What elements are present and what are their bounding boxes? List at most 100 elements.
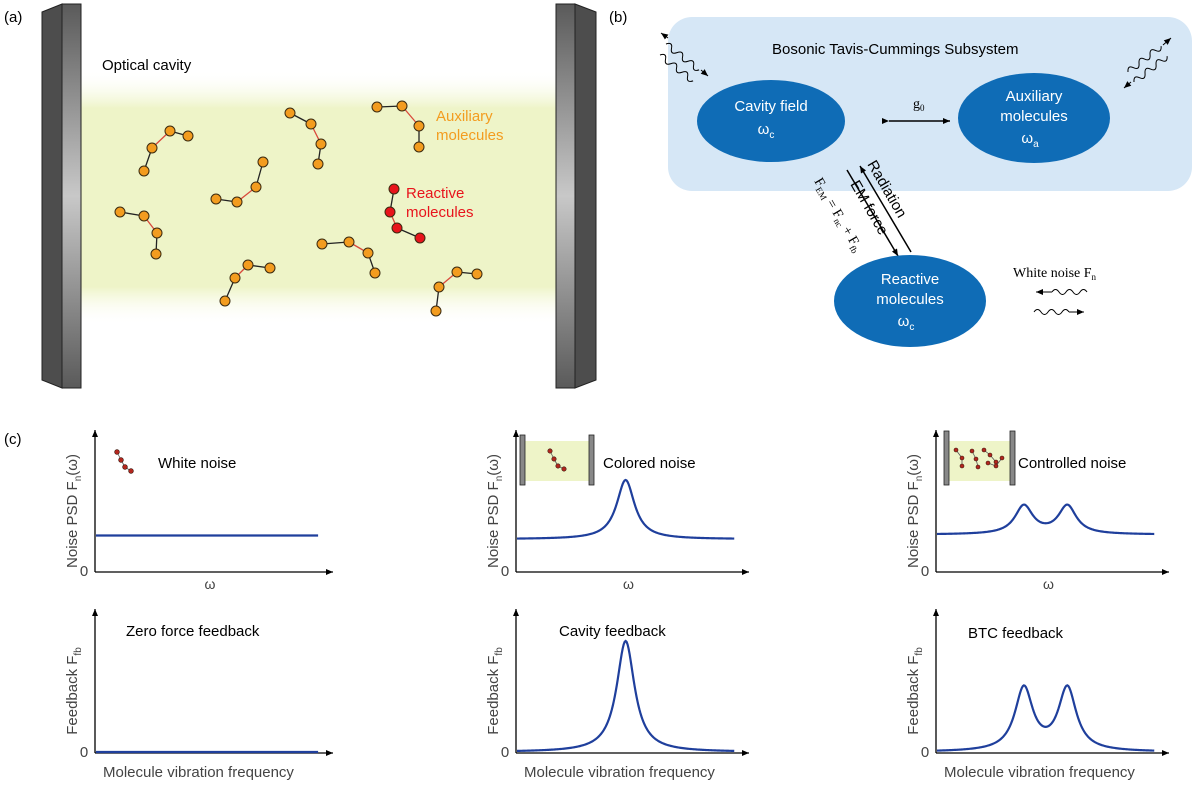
em-force-arrow bbox=[846, 169, 899, 257]
atom bbox=[414, 232, 426, 244]
atom bbox=[138, 165, 150, 177]
atom bbox=[146, 142, 158, 154]
auxiliary-molecule bbox=[371, 100, 425, 153]
reactive-molecule bbox=[384, 183, 426, 244]
auxiliary-molecule bbox=[219, 259, 276, 307]
chart-title: Colored noise bbox=[603, 455, 696, 472]
reactive-label-1: Reactive bbox=[406, 185, 464, 202]
auxiliary-node-freq: ωa bbox=[1021, 130, 1039, 150]
atom bbox=[343, 236, 355, 248]
atom bbox=[305, 118, 317, 130]
left-mirror bbox=[41, 3, 82, 389]
cavity-loss-wave-icon bbox=[659, 32, 709, 82]
y-axis-label: Feedback Ffb bbox=[905, 647, 925, 735]
cavity-field-freq: ωc bbox=[758, 121, 775, 141]
cavity-inset-icon bbox=[519, 434, 595, 486]
coupling-label: g0 bbox=[913, 97, 925, 113]
origin-label: 0 bbox=[80, 563, 88, 580]
y-axis-label: Feedback Ffb bbox=[64, 647, 84, 735]
chart-title: Zero force feedback bbox=[126, 623, 260, 640]
chart-3: 0 Feedback Ffb Molecule vibration frequenc… bbox=[64, 609, 333, 781]
cavity-field-label: Cavity field bbox=[734, 98, 807, 115]
x-axis-label: ω bbox=[205, 576, 216, 592]
atom bbox=[164, 125, 176, 137]
reactive-node-freq: ωc bbox=[898, 313, 915, 333]
auxiliary-molecules-node bbox=[958, 73, 1110, 163]
atom bbox=[229, 272, 241, 284]
panel-a-label: (a) bbox=[4, 9, 22, 26]
atom bbox=[396, 100, 408, 112]
origin-label: 0 bbox=[501, 563, 509, 580]
auxiliary-molecule bbox=[284, 107, 327, 170]
x-axis-label: ω bbox=[1043, 576, 1054, 592]
aux-loss-wave-icon bbox=[1123, 37, 1172, 89]
auxiliary-molecule bbox=[138, 125, 194, 177]
auxiliary-label-2: molecules bbox=[436, 127, 504, 144]
origin-label: 0 bbox=[501, 744, 509, 761]
atom bbox=[315, 138, 327, 150]
molecule-inset-icon bbox=[114, 449, 134, 474]
origin-label: 0 bbox=[921, 744, 929, 761]
molecules-group bbox=[114, 100, 483, 317]
white-noise-wave-icon bbox=[1033, 289, 1088, 315]
atom bbox=[242, 259, 254, 271]
atom bbox=[114, 206, 126, 218]
cavity-glow bbox=[80, 70, 558, 325]
optical-cavity-label: Optical cavity bbox=[102, 57, 192, 74]
atom bbox=[451, 266, 463, 278]
radiation-arrow bbox=[859, 165, 912, 253]
x-axis-label: Molecule vibration frequency bbox=[524, 764, 715, 781]
atom bbox=[151, 227, 163, 239]
chart-4: 0 Feedback Ffb Molecule vibration frequenc… bbox=[485, 609, 749, 781]
right-mirror bbox=[555, 3, 597, 389]
atom bbox=[316, 238, 328, 250]
y-axis-label: Noise PSD Fn(ω) bbox=[905, 454, 925, 568]
atom bbox=[312, 158, 324, 170]
auxiliary-node-label-2: molecules bbox=[1000, 108, 1068, 125]
atom bbox=[219, 295, 231, 307]
atom bbox=[138, 210, 150, 222]
auxiliary-label-1: Auxiliary bbox=[436, 108, 493, 125]
origin-label: 0 bbox=[921, 563, 929, 580]
panel-c-label: (c) bbox=[4, 431, 22, 448]
reactive-node-label-1: Reactive bbox=[881, 271, 939, 288]
chart-title: White noise bbox=[158, 455, 236, 472]
y-axis-label: Noise PSD Fn(ω) bbox=[64, 454, 84, 568]
white-noise-label: White noise Fn bbox=[1013, 266, 1097, 282]
auxiliary-molecule bbox=[210, 156, 269, 208]
chart-title: Controlled noise bbox=[1018, 455, 1126, 472]
atom bbox=[231, 196, 243, 208]
chart-title: Cavity feedback bbox=[559, 623, 666, 640]
atom bbox=[264, 262, 276, 274]
atom bbox=[433, 281, 445, 293]
atom bbox=[371, 101, 383, 113]
series-line bbox=[936, 503, 1155, 536]
series-line bbox=[936, 684, 1155, 752]
auxiliary-node-label-1: Auxiliary bbox=[1006, 88, 1063, 105]
y-axis-label: Noise PSD Fn(ω) bbox=[485, 454, 505, 568]
atom bbox=[384, 206, 396, 218]
auxiliary-molecule bbox=[114, 206, 163, 260]
reactive-label-2: molecules bbox=[406, 204, 474, 221]
atom bbox=[413, 141, 425, 153]
atom bbox=[391, 222, 403, 234]
auxiliary-molecule bbox=[430, 266, 483, 317]
series-line bbox=[516, 478, 735, 540]
atom bbox=[284, 107, 296, 119]
x-axis-label: Molecule vibration frequency bbox=[103, 764, 294, 781]
atom bbox=[250, 181, 262, 193]
atom bbox=[150, 248, 162, 260]
y-axis-label: Feedback Ffb bbox=[485, 647, 505, 735]
chart-5: 0 Feedback Ffb Molecule vibration frequenc… bbox=[905, 609, 1169, 781]
auxiliary-molecule bbox=[316, 236, 381, 279]
panel-b: (b) Bosonic Tavis-Cummings Subsystem Cav… bbox=[609, 9, 1192, 347]
x-axis-label: Molecule vibration frequency bbox=[944, 764, 1135, 781]
btc-subsystem-title: Bosonic Tavis-Cummings Subsystem bbox=[772, 41, 1018, 58]
panel-a: (a) Optical cavity Auxiliary molecules R… bbox=[4, 3, 597, 389]
atom bbox=[413, 120, 425, 132]
